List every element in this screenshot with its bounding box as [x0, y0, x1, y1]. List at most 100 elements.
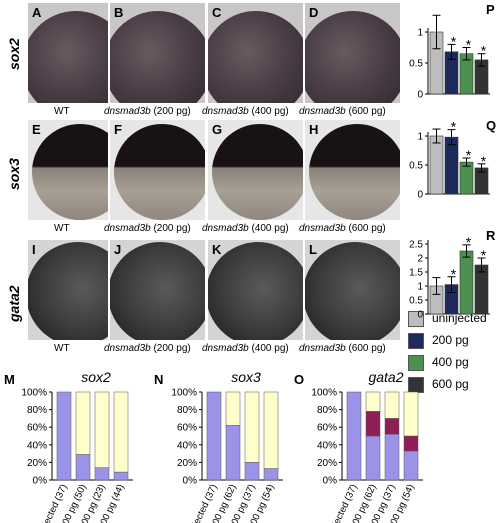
stacked-segment — [113, 391, 129, 473]
y-tick-label: 0% — [33, 476, 48, 487]
panel-caption: WT — [54, 343, 70, 354]
y-tick-label: 1.5 — [409, 268, 423, 279]
legend-item: 600 pg — [408, 377, 469, 393]
y-tick-label: 2.5 — [409, 240, 423, 251]
panel-caption: dnsmad3b (200 pg) — [104, 106, 191, 117]
y-tick-label: 60% — [317, 423, 337, 434]
stacked-segment — [244, 391, 260, 463]
significance-star: * — [451, 33, 457, 49]
y-tick-label: 0.5 — [409, 296, 423, 307]
embryo-image — [110, 11, 205, 103]
bar — [459, 161, 474, 195]
embryo-image — [114, 124, 205, 220]
chart-letter: P — [486, 2, 495, 17]
legend-label: 200 pg — [432, 333, 469, 348]
y-tick-label: 40% — [317, 440, 337, 451]
embryo-panel-c: C — [208, 3, 303, 103]
chart-title: sox2 — [81, 369, 111, 385]
significance-star: * — [466, 234, 472, 250]
panel-caption: WT — [54, 106, 70, 117]
legend-swatch — [408, 311, 424, 327]
panel-caption: dnsmad3b (400 pg) — [202, 223, 289, 234]
panel-caption: dnsmad3b (600 pg) — [299, 223, 386, 234]
chart-title: sox3 — [231, 369, 261, 385]
panel-letter: E — [32, 122, 41, 137]
embryo-panel-h: H — [305, 120, 400, 220]
panel-letter: B — [114, 5, 124, 20]
panel-letter: I — [32, 242, 36, 257]
significance-star: * — [481, 247, 487, 263]
stacked-segment — [384, 391, 400, 419]
stacked-segment — [113, 471, 129, 481]
legend-label: 600 pg — [432, 377, 469, 392]
legend-item: 400 pg — [408, 355, 469, 371]
panel-letter: L — [309, 242, 317, 257]
chart-letter: M — [4, 372, 15, 387]
chart-title: gata2 — [368, 369, 403, 385]
bar — [429, 135, 444, 195]
embryo-image — [208, 11, 303, 103]
stacked-segment — [403, 450, 419, 481]
legend-item: uninjected — [408, 311, 487, 327]
row-label-sox3: sox3 — [6, 158, 22, 190]
y-tick-label: 80% — [177, 405, 197, 416]
stacked-segment — [56, 391, 72, 481]
significance-star: * — [481, 43, 487, 59]
stacked-segment — [225, 391, 241, 426]
embryo-panel-k: K — [208, 240, 303, 340]
stacked-segment — [365, 411, 381, 437]
y-tick-label: 80% — [317, 405, 337, 416]
stacked-segment — [384, 433, 400, 481]
panel-letter: F — [114, 122, 122, 137]
legend-swatch — [408, 333, 424, 349]
y-tick-label: 1 — [417, 282, 423, 293]
y-tick-label: 60% — [177, 423, 197, 434]
chart-letter: O — [294, 372, 304, 387]
embryo-image — [305, 242, 400, 340]
significance-star: * — [451, 119, 457, 135]
embryo-image — [28, 11, 108, 103]
stacked-segment — [244, 462, 260, 481]
chart-letter: R — [486, 228, 496, 243]
y-tick-label: 0 — [417, 190, 423, 201]
legend-label: uninjected — [432, 311, 487, 326]
stacked-segment — [365, 435, 381, 481]
y-tick-label: 100% — [171, 388, 197, 399]
y-tick-label: 0.5 — [409, 161, 423, 172]
stacked-segment — [75, 391, 91, 455]
y-tick-label: 0.5 — [409, 59, 423, 70]
y-tick-label: 40% — [177, 440, 197, 451]
y-tick-label: 0% — [183, 476, 198, 487]
y-tick-label: 60% — [27, 423, 47, 434]
embryo-panel-b: B — [110, 3, 205, 103]
y-tick-label: 1 — [417, 132, 423, 143]
significance-star: * — [481, 153, 487, 169]
embryo-panel-d: D — [305, 3, 400, 103]
y-tick-label: 0 — [417, 310, 423, 321]
panel-letter: K — [212, 242, 222, 257]
stacked-segment — [403, 435, 419, 452]
chart-q-sox3-expression: Q 0 0.5 1 * * * — [409, 118, 496, 201]
bar — [459, 250, 474, 315]
significance-star: * — [451, 266, 457, 282]
embryo-panel-j: J — [110, 240, 205, 340]
embryo-panel-a: A — [28, 3, 108, 103]
stacked-segment — [94, 467, 110, 481]
row-label-sox2: sox2 — [6, 38, 22, 70]
y-tick-label: 100% — [311, 388, 337, 399]
stacked-segment — [403, 391, 419, 437]
panel-caption: WT — [54, 223, 70, 234]
stacked-segment — [263, 468, 279, 481]
panel-caption: dnsmad3b (200 pg) — [104, 343, 191, 354]
y-tick-label: 100% — [21, 388, 47, 399]
y-tick-label: 0 — [417, 90, 423, 101]
y-tick-label: 20% — [177, 458, 197, 469]
y-tick-label: 20% — [27, 458, 47, 469]
significance-star: * — [466, 37, 472, 53]
stacked-segment — [263, 391, 279, 469]
legend-swatch — [408, 355, 424, 371]
embryo-panel-e: E — [28, 120, 108, 220]
